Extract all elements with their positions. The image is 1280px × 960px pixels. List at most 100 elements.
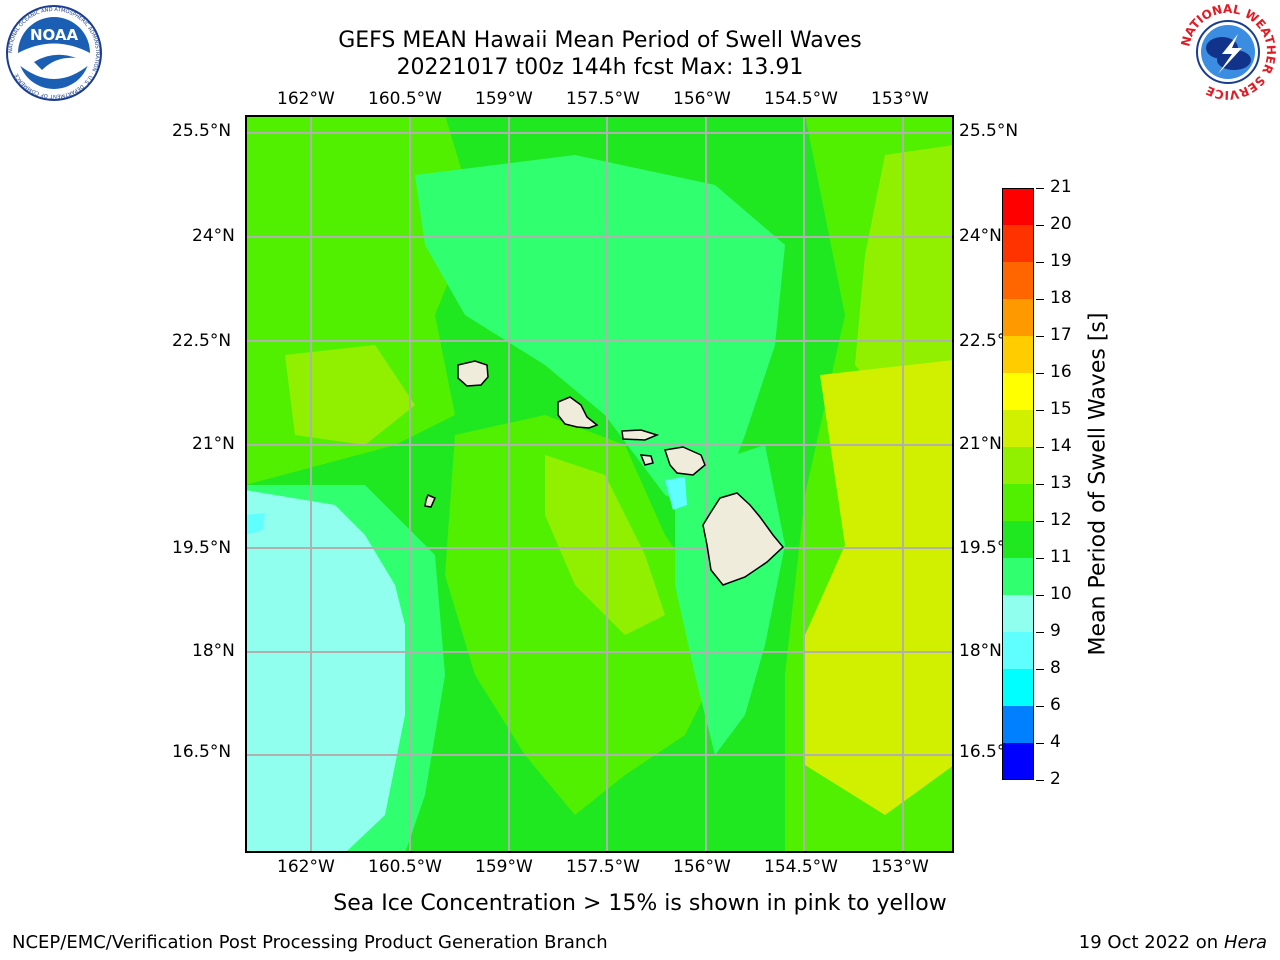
lon-tick-bottom: 153°W xyxy=(871,857,929,877)
colorbar-tick-label: 6 xyxy=(1050,695,1061,715)
colorbar-tick-label: 19 xyxy=(1050,251,1072,271)
field-8-9-channel xyxy=(665,477,687,510)
island-maui xyxy=(664,446,706,476)
island-lanai xyxy=(639,454,654,466)
nws-logo: NATIONAL WEATHER SERVICE xyxy=(1178,2,1278,102)
colorbar-tick-mark xyxy=(1036,743,1044,744)
colorbar-tick-mark xyxy=(1036,373,1044,374)
colorbar-tick-mark xyxy=(1036,780,1044,781)
lat-tick-left: 24°N xyxy=(192,226,235,246)
lon-tick-bottom: 159°W xyxy=(475,857,533,877)
colorbar-tick-mark xyxy=(1036,188,1044,189)
sea-ice-note: Sea Ice Concentration > 15% is shown in … xyxy=(333,891,947,916)
lat-tick-right: 25.5°N xyxy=(959,121,1019,141)
colorbar-tick-mark xyxy=(1036,299,1044,300)
colorbar xyxy=(1002,188,1034,780)
colorbar-tick-label: 13 xyxy=(1050,473,1072,493)
colorbar-tick-label: 12 xyxy=(1050,510,1072,530)
colorbar-tick-label: 20 xyxy=(1050,214,1072,234)
colorbar-swatch xyxy=(1002,188,1034,225)
field-13-14-central xyxy=(545,455,665,635)
colorbar-swatch xyxy=(1002,669,1034,706)
colorbar-tick-label: 11 xyxy=(1050,547,1072,567)
colorbar-tick-label: 21 xyxy=(1050,177,1072,197)
colorbar-swatch xyxy=(1002,410,1034,447)
svg-text:NOAA: NOAA xyxy=(30,26,79,44)
colorbar-swatch xyxy=(1002,336,1034,373)
lon-tick-bottom: 156°W xyxy=(673,857,731,877)
footer-date: 19 Oct 2022 on Hera xyxy=(1079,932,1267,953)
colorbar-tick-mark xyxy=(1036,706,1044,707)
colorbar-tick-mark xyxy=(1036,484,1044,485)
lon-tick-bottom: 157.5°W xyxy=(566,857,640,877)
colorbar-tick-label: 10 xyxy=(1050,584,1072,604)
colorbar-swatch xyxy=(1002,558,1034,595)
colorbar-swatch xyxy=(1002,484,1034,521)
islands xyxy=(424,360,785,586)
field-8-9-patch xyxy=(245,513,265,535)
field-13-14-se xyxy=(805,360,954,815)
footer-branch: NCEP/EMC/Verification Post Processing Pr… xyxy=(12,932,608,953)
colorbar-swatch xyxy=(1002,706,1034,743)
colorbar-tick-label: 16 xyxy=(1050,362,1072,382)
lon-tick-top: 160.5°W xyxy=(368,89,442,109)
lat-tick-left: 19.5°N xyxy=(172,538,232,558)
lat-tick-left: 16.5°N xyxy=(172,742,232,762)
colorbar-tick-label: 9 xyxy=(1050,621,1061,641)
island-kauai xyxy=(457,360,489,387)
colorbar-swatch xyxy=(1002,521,1034,558)
colorbar-tick-mark xyxy=(1036,521,1044,522)
colorbar-swatch xyxy=(1002,743,1034,780)
colorbar-swatch xyxy=(1002,299,1034,336)
colorbar-tick-mark xyxy=(1036,336,1044,337)
footer-host: Hera xyxy=(1223,932,1267,953)
field-13-14-west xyxy=(285,345,415,445)
colorbar-tick-label: 17 xyxy=(1050,325,1072,345)
colorbar-swatch xyxy=(1002,595,1034,632)
field-9-10-sw xyxy=(245,490,405,853)
map-frame xyxy=(245,115,954,853)
colorbar-swatch xyxy=(1002,225,1034,262)
footer-date-text: 19 Oct 2022 on xyxy=(1078,932,1224,953)
chart-title-line2: 20221017 t00z 144h fcst Max: 13.91 xyxy=(396,55,804,80)
lon-tick-top: 156°W xyxy=(673,89,731,109)
colorbar-swatch xyxy=(1002,262,1034,299)
chart-title-line1: GEFS MEAN Hawaii Mean Period of Swell Wa… xyxy=(338,28,862,53)
lon-tick-top: 154.5°W xyxy=(764,89,838,109)
lat-tick-left: 22.5°N xyxy=(172,331,232,351)
island-hawaii xyxy=(702,492,785,586)
lon-tick-bottom: 162°W xyxy=(277,857,335,877)
map-svg xyxy=(245,115,954,853)
island-niihau xyxy=(424,494,436,508)
colorbar-tick-mark xyxy=(1036,262,1044,263)
lon-tick-top: 157.5°W xyxy=(566,89,640,109)
colorbar-swatch xyxy=(1002,373,1034,410)
lat-tick-left: 18°N xyxy=(192,641,235,661)
colorbar-tick-mark xyxy=(1036,632,1044,633)
colorbar-tick-label: 18 xyxy=(1050,288,1072,308)
lat-tick-right: 18°N xyxy=(959,641,1002,661)
noaa-logo: NOAA NATIONAL OCEANIC AND ATMOSPHERIC AD… xyxy=(4,4,104,102)
lon-tick-top: 153°W xyxy=(871,89,929,109)
field-12-13-central xyxy=(445,415,715,815)
lat-tick-right: 21°N xyxy=(959,434,1002,454)
lat-tick-left: 25.5°N xyxy=(172,121,232,141)
lon-tick-bottom: 154.5°W xyxy=(764,857,838,877)
colorbar-tick-mark xyxy=(1036,410,1044,411)
lon-tick-top: 159°W xyxy=(475,89,533,109)
colorbar-tick-mark xyxy=(1036,447,1044,448)
map-panel xyxy=(245,115,954,853)
lat-tick-right: 24°N xyxy=(959,226,1002,246)
lon-tick-top: 162°W xyxy=(277,89,335,109)
colorbar-ticks: 2 4 6 8 9 10 11 12 13 14 15 16 17 18 19 20 21 xyxy=(1036,177,1086,789)
colorbar-tick-label: 14 xyxy=(1050,436,1072,456)
colorbar-tick-mark xyxy=(1036,669,1044,670)
colorbar-tick-label: 2 xyxy=(1050,769,1061,789)
field-10-11-north xyxy=(415,155,785,515)
colorbar-tick-mark xyxy=(1036,558,1044,559)
colorbar-tick-label: 4 xyxy=(1050,732,1061,752)
island-oahu xyxy=(557,396,599,429)
island-molokai xyxy=(621,429,660,441)
field-13-14-ne xyxy=(855,145,954,435)
lat-tick-left: 21°N xyxy=(192,434,235,454)
